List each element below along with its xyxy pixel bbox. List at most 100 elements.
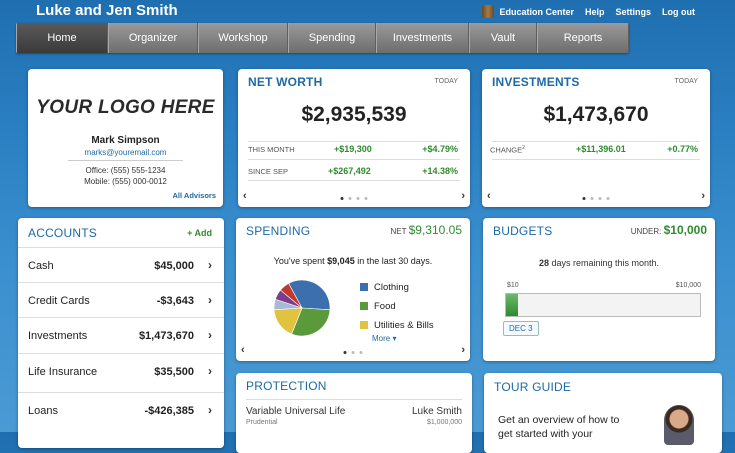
help-link[interactable]: Help (584, 6, 605, 17)
education-center-link[interactable]: Education Center (499, 6, 574, 17)
logout-link[interactable]: Log out (662, 6, 695, 17)
since-sep-amount: +$267,492 (328, 166, 371, 176)
change-amount: +$11,396.01 (576, 144, 626, 154)
net-worth-pager: ‹ › (238, 190, 470, 202)
pie-slice[interactable] (280, 283, 303, 309)
this-month-label: THIS MONTH (248, 145, 295, 154)
account-row-life-insurance[interactable]: Life Insurance $35,500 › (18, 353, 224, 390)
tab-investments[interactable]: Investments (376, 23, 469, 53)
app-title: Luke and Jen Smith (36, 2, 178, 19)
advisor-office-phone: Office: (555) 555-1234 (85, 166, 166, 175)
tab-workshop[interactable]: Workshop (198, 23, 288, 53)
budget-max-label: $10,000 (675, 282, 701, 289)
protection-title: PROTECTION (246, 379, 327, 393)
more-link[interactable]: More ▾ (372, 334, 397, 343)
advisor-mobile-phone: Mobile: (555) 000-0012 (84, 177, 167, 186)
divider (248, 159, 460, 160)
chevron-right-icon[interactable]: › (461, 344, 465, 356)
spending-summary: You've spent $9,045 in the last 30 days. (273, 256, 433, 266)
change-label: CHANGE2 (490, 145, 525, 155)
main-nav: Home Organizer Workshop Spending Investm… (16, 23, 629, 53)
change-percent: +0.77% (667, 144, 698, 154)
chevron-right-icon[interactable]: › (461, 190, 465, 202)
budgets-card: BUDGETS UNDER: $10,000 28 days remaining… (483, 218, 715, 361)
tab-spending[interactable]: Spending (288, 23, 376, 53)
investments-card: INVESTMENTS TODAY $1,473,670 CHANGE2 +$1… (482, 69, 710, 207)
pie-slice[interactable] (288, 279, 331, 311)
chevron-left-icon[interactable]: ‹ (487, 190, 491, 202)
tab-home[interactable]: Home (16, 23, 108, 53)
add-account-button[interactable]: + Add (187, 228, 212, 238)
today-label: TODAY (434, 78, 458, 85)
today-label: TODAY (674, 78, 698, 85)
spending-title: SPENDING (246, 224, 311, 238)
chevron-right-icon: › (208, 403, 212, 417)
tab-reports[interactable]: Reports (537, 23, 629, 53)
caret-down-icon: ▾ (392, 334, 397, 343)
advisor-name: Mark Simpson (91, 135, 160, 146)
budget-progress-fill (506, 294, 518, 316)
spending-pager: ‹ › (236, 344, 470, 356)
divider (68, 160, 183, 161)
budget-date-marker: DEC 3 (503, 321, 539, 336)
legend-clothing: Clothing (360, 278, 434, 297)
since-sep-label: SINCE SEP (248, 167, 289, 176)
education-book-icon (482, 5, 495, 18)
accounts-card: ACCOUNTS + Add Cash $45,000 › Credit Cards… (18, 218, 224, 448)
budgets-title: BUDGETS (493, 224, 553, 238)
legend-food: Food (360, 297, 434, 316)
chevron-left-icon[interactable]: ‹ (241, 344, 245, 356)
this-month-amount: +$19,300 (334, 144, 372, 154)
investments-pager: ‹ › (482, 190, 710, 202)
divider (248, 141, 460, 142)
tour-guide-avatar[interactable] (664, 405, 694, 445)
advisor-card: YOUR LOGO HERE Mark Simpson marks@yourem… (28, 69, 223, 207)
divider (492, 141, 700, 142)
tab-organizer[interactable]: Organizer (108, 23, 198, 53)
chevron-right-icon: › (208, 328, 212, 342)
chevron-right-icon[interactable]: › (701, 190, 705, 202)
policy-amount: $1,000,000 (426, 419, 462, 426)
chevron-right-icon: › (208, 364, 212, 378)
net-worth-card: NET WORTH TODAY $2,935,539 THIS MONTH +$… (238, 69, 470, 207)
legend-utilities: Utilities & Bills (360, 316, 434, 335)
advisor-email-link[interactable]: marks@youremail.com (84, 148, 167, 157)
divider (248, 180, 460, 181)
spending-legend: Clothing Food Utilities & Bills (360, 278, 434, 335)
chevron-right-icon: › (208, 258, 212, 272)
account-row-loans[interactable]: Loans -$426,385 › (18, 392, 224, 429)
budget-progress-bar (505, 293, 701, 317)
top-links: Education Center Help Settings Log out (482, 5, 695, 18)
net-worth-value: $2,935,539 (301, 103, 407, 126)
advisor-logo: YOUR LOGO HERE (36, 97, 215, 118)
account-row-credit-cards[interactable]: Credit Cards -$3,643 › (18, 282, 224, 319)
tour-guide-title: TOUR GUIDE (494, 380, 572, 394)
accounts-title: ACCOUNTS (28, 226, 97, 240)
this-month-percent: +$4.79% (422, 144, 458, 154)
days-remaining: 28 days remaining this month. (538, 258, 660, 268)
divider (246, 399, 462, 400)
protection-card: PROTECTION Variable Universal Life Luke … (236, 373, 472, 453)
tab-vault[interactable]: Vault (469, 23, 537, 53)
all-advisors-link[interactable]: All Advisors (172, 191, 216, 200)
tour-guide-card: TOUR GUIDE Get an overview of how to get … (484, 373, 722, 453)
divider (492, 159, 700, 160)
tour-guide-text: Get an overview of how to get started wit… (498, 414, 620, 440)
budget-under: UNDER: $10,000 (630, 223, 707, 237)
policy-name[interactable]: Variable Universal Life (246, 406, 346, 417)
policy-owner: Luke Smith (411, 406, 462, 417)
net-worth-title: NET WORTH (248, 75, 323, 89)
chevron-right-icon: › (208, 293, 212, 307)
investments-title: INVESTMENTS (492, 75, 580, 89)
investments-value: $1,473,670 (543, 103, 649, 126)
spending-net: NET $9,310.05 (390, 223, 462, 237)
account-row-cash[interactable]: Cash $45,000 › (18, 247, 224, 284)
spending-pie-chart[interactable] (272, 278, 332, 338)
spending-card: SPENDING NET $9,310.05 You've spent $9,0… (236, 218, 470, 361)
pie-slice[interactable] (291, 307, 331, 337)
account-row-investments[interactable]: Investments $1,473,670 › (18, 317, 224, 354)
budget-min-label: $10 (507, 282, 519, 289)
settings-link[interactable]: Settings (615, 6, 651, 17)
chevron-left-icon[interactable]: ‹ (243, 190, 247, 202)
policy-provider: Prudential (246, 419, 278, 426)
